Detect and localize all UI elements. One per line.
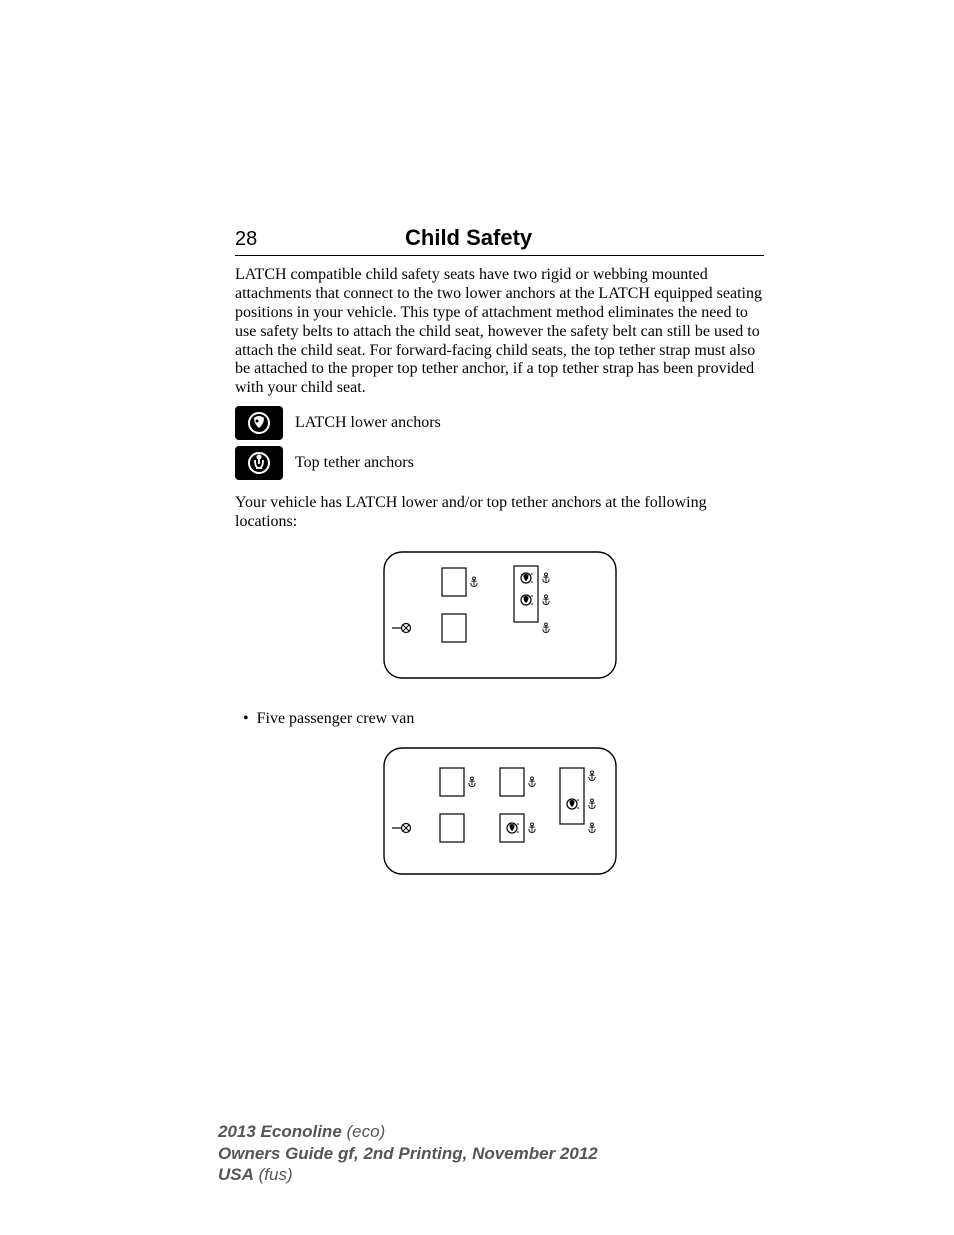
page-title: Child Safety [405, 225, 532, 251]
footer-guide: Owners Guide gf, 2nd Printing, November … [218, 1144, 598, 1163]
intro-paragraph: LATCH compatible child safety seats have… [235, 266, 764, 398]
bullet-five-passenger: • Five passenger crew van [243, 710, 764, 728]
seat-layout-diagram-2 [382, 746, 618, 876]
footer-code-2: (fus) [259, 1165, 293, 1184]
diagram-2-container [235, 746, 764, 876]
latch-lower-anchor-icon [235, 406, 283, 440]
footer-model: 2013 Econoline [218, 1122, 342, 1141]
diagram-1-container [235, 550, 764, 680]
latch-label: LATCH lower anchors [295, 414, 441, 432]
footer-line-2: Owners Guide gf, 2nd Printing, November … [218, 1143, 598, 1164]
tether-icon-row: Top tether anchors [235, 446, 764, 480]
tether-label: Top tether anchors [295, 454, 414, 472]
page-container: 28 Child Safety LATCH compatible child s… [0, 0, 954, 1235]
bullet-text: Five passenger crew van [257, 710, 415, 727]
locations-intro: Your vehicle has LATCH lower and/or top … [235, 494, 764, 532]
footer-line-1: 2013 Econoline (eco) [218, 1121, 598, 1142]
top-tether-anchor-icon [235, 446, 283, 480]
footer-line-3: USA (fus) [218, 1164, 598, 1185]
footer-region: USA [218, 1165, 254, 1184]
page-footer: 2013 Econoline (eco) Owners Guide gf, 2n… [218, 1121, 598, 1185]
footer-code-1: (eco) [347, 1122, 386, 1141]
latch-icon-row: LATCH lower anchors [235, 406, 764, 440]
seat-layout-diagram-1 [382, 550, 618, 680]
page-number: 28 [235, 228, 405, 251]
page-header: 28 Child Safety [235, 225, 764, 256]
